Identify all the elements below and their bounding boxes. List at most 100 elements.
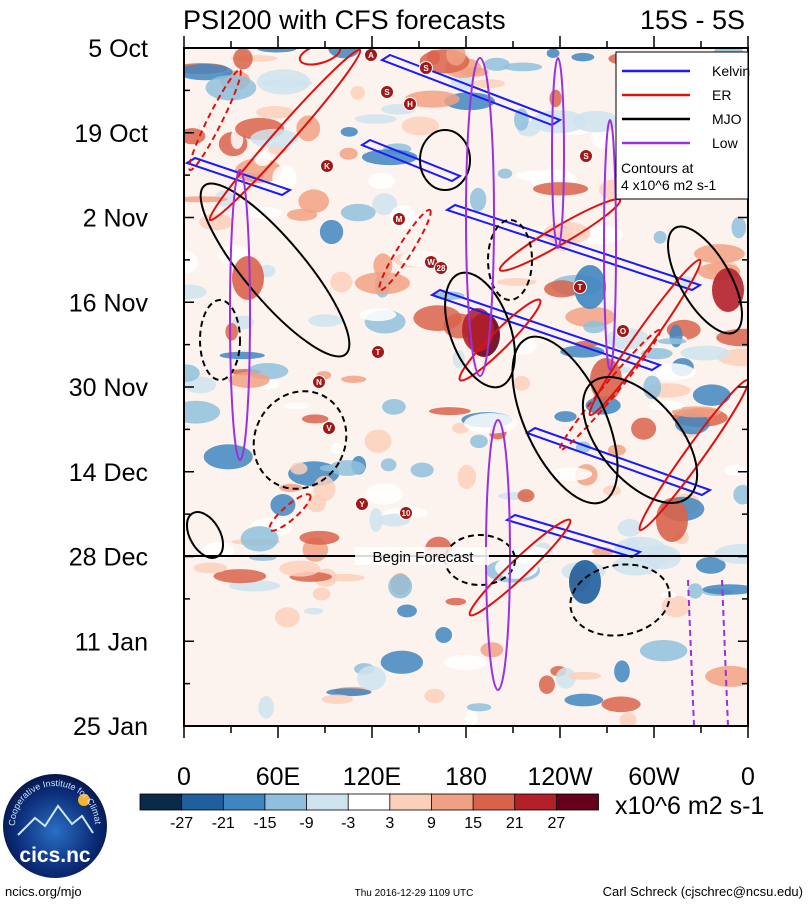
storm-marker-label: V [326, 424, 332, 433]
storm-marker-icon [355, 497, 369, 511]
y-tick-label: 14 Dec [69, 459, 148, 487]
anomaly-blob [254, 151, 272, 167]
anomaly-blob [330, 271, 353, 293]
anomaly-blob [321, 694, 354, 705]
storm-marker-icon [579, 149, 593, 163]
low-contour-forecast [687, 579, 695, 726]
anomaly-blob [372, 193, 398, 216]
x-axis: 0 60E 120E 180 120W 60W 0 [177, 36, 755, 791]
anomaly-blob [380, 458, 397, 472]
x-tick-label: 60W [628, 763, 680, 791]
mjo-contour-negative [252, 390, 348, 490]
anomaly-core [569, 560, 601, 604]
anomaly-blob [695, 557, 726, 574]
colorbar-swatch [472, 793, 516, 811]
storm-marker-icon [380, 85, 394, 99]
anomaly-blob [184, 364, 200, 382]
anomaly-blob [571, 52, 595, 62]
storm-marker-label: S [583, 152, 589, 161]
anomaly-blob [274, 607, 300, 628]
mjo-contour [419, 129, 471, 191]
anomaly-blob [319, 464, 338, 472]
er-contour [458, 298, 542, 382]
anomaly-blob [731, 216, 747, 239]
colorbar-tick-label: -21 [212, 815, 235, 832]
colorbar-swatch [264, 793, 308, 811]
logo-mountains [17, 804, 94, 836]
anomaly-blob [240, 526, 279, 552]
anomaly-blob [555, 667, 576, 689]
anomaly-blob [567, 671, 602, 680]
anomaly-blob [410, 462, 434, 478]
storm-marker: T [573, 280, 587, 294]
er-contour [208, 48, 362, 222]
anomaly-blob [614, 536, 667, 562]
storm-marker: T [371, 345, 385, 359]
anomaly-blob [261, 78, 313, 88]
region-label: 15S - 5S [640, 5, 745, 35]
anomaly-blob [279, 483, 303, 492]
anomaly-blob [233, 48, 253, 70]
anomaly-blob [290, 462, 308, 475]
colorbar-tick-label: -15 [253, 815, 276, 832]
colorbar-swatch [389, 793, 433, 811]
anomaly-blob [184, 196, 228, 203]
mjo-contour [581, 376, 699, 504]
colorbar-swatch [555, 793, 599, 811]
forecast-label-bg [355, 547, 489, 565]
y-tick-label: 19 Oct [74, 120, 148, 148]
storm-marker-label: Y [359, 500, 365, 509]
colorbar-tick-label: -9 [299, 815, 313, 832]
mjo-contour-negative [199, 299, 241, 381]
er-contour [468, 518, 572, 617]
colorbar-swatch [514, 793, 558, 811]
anomaly-blob [301, 414, 329, 424]
anomaly-blob [219, 351, 265, 360]
storm-marker-label: S [384, 88, 390, 97]
er-contour-negative [188, 68, 242, 172]
anomaly-blob [199, 213, 233, 231]
anomaly-blob [184, 284, 207, 300]
anomaly-blob [466, 703, 492, 712]
low-contour-forecast [721, 579, 729, 726]
footer-center: Thu 2016-12-29 1109 UTC [355, 888, 474, 899]
er-contour [588, 258, 702, 417]
anomaly-blob [472, 79, 505, 89]
anomaly-blob [404, 90, 460, 108]
colorbar-swatch [139, 793, 183, 811]
anomaly-blob [428, 407, 471, 416]
storm-marker-label: H [407, 100, 413, 109]
storm-marker-icon [322, 421, 336, 435]
anomaly-blob [350, 86, 366, 100]
anomaly-blob [469, 187, 487, 212]
anomaly-core [574, 265, 606, 309]
anomaly-blob [364, 429, 392, 453]
y-tick-label: 2 Nov [83, 205, 149, 233]
anomaly-blob [213, 569, 267, 584]
anomaly-blob [326, 688, 372, 697]
colorbar-tick-label: 21 [506, 815, 524, 832]
x-tick-label: 120W [527, 763, 593, 791]
storm-marker-label: T [578, 283, 583, 292]
anomaly-blob [184, 400, 221, 424]
anomaly-blob [671, 406, 721, 418]
storm-marker: M [392, 212, 406, 226]
anomaly-blob [426, 50, 441, 65]
anomaly-blob [617, 519, 642, 537]
colorbar-swatch [347, 793, 391, 811]
kelvin-contour [359, 138, 463, 183]
y-tick-label: 5 Oct [88, 35, 148, 63]
anomaly-blob [503, 62, 543, 72]
anomaly-blob [733, 484, 748, 505]
storm-marker-label: W [427, 258, 435, 267]
anomaly-blob [680, 345, 731, 361]
anomaly-blob [702, 584, 748, 595]
colorbar-tick-label: 27 [547, 815, 565, 832]
storm-marker-icon [392, 212, 406, 226]
legend-label-kelvin: Kelvin [712, 63, 750, 79]
er-contour-negative [378, 208, 432, 292]
storm-marker-icon [399, 506, 413, 520]
anomaly-blob [565, 306, 616, 328]
anomaly-blob [464, 412, 518, 434]
